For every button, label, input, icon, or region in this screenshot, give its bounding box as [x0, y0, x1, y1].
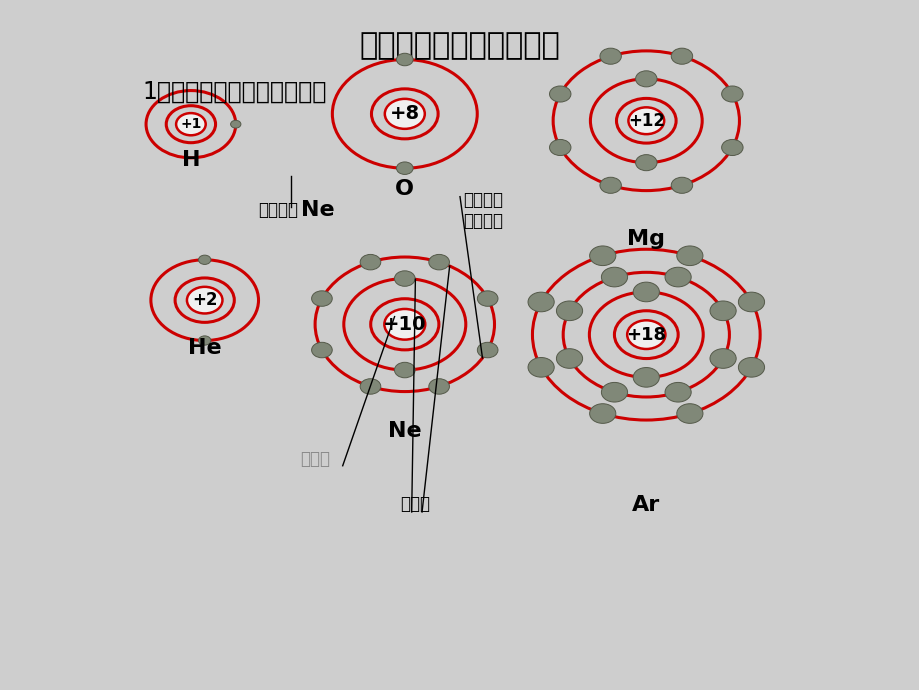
- Text: +2: +2: [192, 291, 217, 309]
- Ellipse shape: [428, 379, 449, 394]
- Ellipse shape: [709, 301, 735, 321]
- Text: 1、原子核外电子的分层排布: 1、原子核外电子的分层排布: [142, 79, 326, 104]
- Ellipse shape: [635, 71, 656, 87]
- Text: Ne: Ne: [388, 422, 421, 441]
- Ellipse shape: [720, 139, 743, 155]
- Ellipse shape: [709, 348, 735, 368]
- Ellipse shape: [556, 348, 582, 368]
- Ellipse shape: [199, 336, 210, 345]
- Ellipse shape: [599, 48, 620, 64]
- Ellipse shape: [528, 357, 553, 377]
- Text: 核电荷数: 核电荷数: [257, 201, 298, 219]
- Ellipse shape: [359, 379, 380, 394]
- Text: Ne: Ne: [301, 201, 335, 220]
- Ellipse shape: [556, 301, 582, 321]
- Text: 电子层: 电子层: [400, 495, 430, 513]
- Ellipse shape: [671, 177, 692, 193]
- Ellipse shape: [664, 267, 690, 287]
- Ellipse shape: [601, 382, 627, 402]
- Ellipse shape: [549, 139, 571, 155]
- Ellipse shape: [428, 255, 449, 270]
- Ellipse shape: [187, 287, 222, 313]
- Text: 原子核外电子的分层排布: 原子核外电子的分层排布: [359, 31, 560, 60]
- Ellipse shape: [394, 362, 414, 378]
- Ellipse shape: [528, 292, 553, 312]
- Ellipse shape: [601, 267, 627, 287]
- Ellipse shape: [720, 86, 743, 102]
- Ellipse shape: [589, 404, 615, 424]
- Ellipse shape: [632, 368, 659, 387]
- Ellipse shape: [738, 357, 764, 377]
- Text: O: O: [395, 179, 414, 199]
- Ellipse shape: [676, 246, 702, 266]
- Text: 该电子层
上的电子: 该电子层 上的电子: [463, 191, 503, 230]
- Ellipse shape: [477, 290, 497, 306]
- Ellipse shape: [632, 282, 659, 302]
- Ellipse shape: [671, 48, 692, 64]
- Ellipse shape: [312, 342, 332, 358]
- Ellipse shape: [477, 342, 497, 358]
- Text: +12: +12: [627, 112, 664, 130]
- Text: +10: +10: [382, 315, 426, 334]
- Ellipse shape: [676, 404, 702, 424]
- Ellipse shape: [231, 120, 241, 128]
- Ellipse shape: [635, 155, 656, 170]
- Ellipse shape: [394, 270, 414, 286]
- Text: +1: +1: [180, 117, 201, 131]
- Ellipse shape: [664, 382, 690, 402]
- Text: 原子核: 原子核: [300, 450, 330, 468]
- Ellipse shape: [628, 108, 664, 134]
- Text: +18: +18: [626, 326, 665, 344]
- Ellipse shape: [384, 309, 425, 339]
- Ellipse shape: [312, 290, 332, 306]
- Text: +8: +8: [390, 104, 419, 124]
- Ellipse shape: [176, 113, 206, 135]
- Ellipse shape: [738, 292, 764, 312]
- Ellipse shape: [589, 246, 615, 266]
- Ellipse shape: [627, 320, 664, 349]
- Text: He: He: [187, 338, 221, 357]
- Ellipse shape: [396, 162, 413, 175]
- Ellipse shape: [599, 177, 620, 193]
- Ellipse shape: [359, 255, 380, 270]
- Text: Ar: Ar: [631, 495, 660, 515]
- Ellipse shape: [384, 99, 425, 129]
- Text: Mg: Mg: [627, 229, 664, 249]
- Ellipse shape: [549, 86, 571, 102]
- Text: H: H: [181, 150, 200, 170]
- Ellipse shape: [199, 255, 210, 264]
- Ellipse shape: [396, 53, 413, 66]
